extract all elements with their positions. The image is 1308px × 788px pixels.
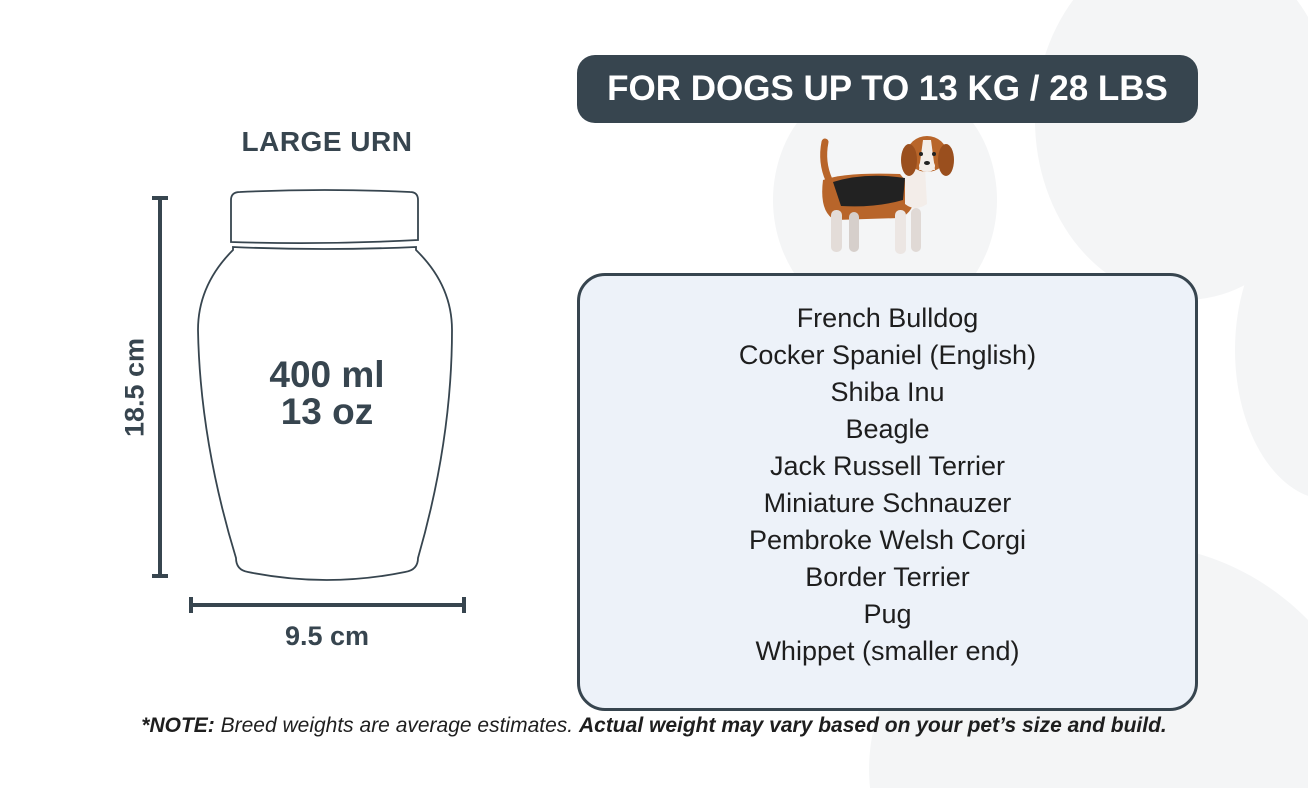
- breed-item: Border Terrier: [805, 562, 970, 592]
- urn-width-label: 9.5 cm: [284, 621, 370, 651]
- breed-item: Pembroke Welsh Corgi: [748, 525, 1027, 555]
- breed-item: Whippet (smaller end): [755, 636, 1020, 666]
- breed-item: Beagle: [845, 414, 930, 444]
- height-dimension-line: [152, 196, 168, 578]
- note-emphasis: Actual weight may vary based on your pet…: [578, 714, 1167, 737]
- note-label: *NOTE:: [141, 714, 215, 737]
- breed-item: Jack Russell Terrier: [769, 451, 1006, 481]
- breed-item: Shiba Inu: [830, 377, 945, 407]
- weight-limit-title: FOR DOGS UP TO 13 KG / 28 LBS: [607, 69, 1168, 108]
- urn-diagram: [152, 189, 466, 613]
- breed-item: Cocker Spaniel (English): [738, 340, 1037, 370]
- breed-item: Miniature Schnauzer: [763, 488, 1012, 518]
- width-dimension-line: [189, 597, 466, 613]
- urn-height-label: 18.5 cm: [119, 337, 150, 438]
- urn-outline: [197, 189, 453, 581]
- urn-capacity-ml: 400 ml: [269, 354, 385, 395]
- beagle-dog-icon: [820, 136, 954, 254]
- urn-capacity-oz: 13 oz: [280, 391, 374, 432]
- note-text: Breed weights are average estimates.: [214, 714, 579, 737]
- weight-limit-banner: FOR DOGS UP TO 13 KG / 28 LBS: [577, 55, 1198, 123]
- breed-list: French Bulldog Cocker Spaniel (English) …: [577, 273, 1198, 711]
- breed-item: French Bulldog: [796, 303, 979, 333]
- urn-title: LARGE URN: [241, 126, 413, 157]
- disclaimer-note: *NOTE: Breed weights are average estimat…: [0, 714, 1308, 738]
- breed-item: Pug: [863, 599, 912, 629]
